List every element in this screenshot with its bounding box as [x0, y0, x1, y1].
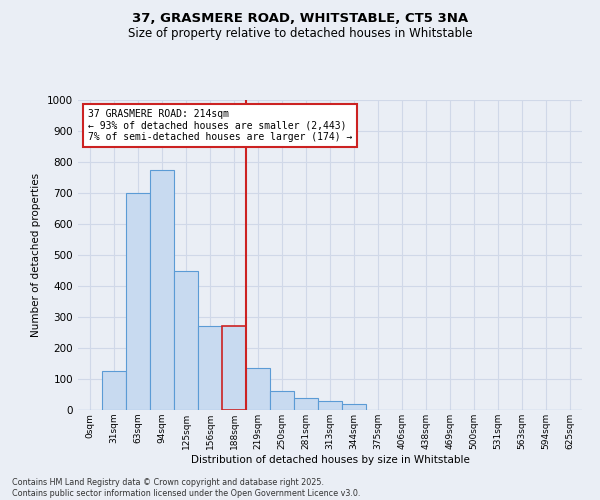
- Y-axis label: Number of detached properties: Number of detached properties: [31, 173, 41, 337]
- Bar: [174, 270, 198, 410]
- Bar: [246, 368, 270, 410]
- Bar: [294, 398, 318, 410]
- Bar: [150, 170, 174, 410]
- Bar: [270, 392, 294, 410]
- Bar: [198, 326, 222, 410]
- Bar: [342, 404, 366, 410]
- Text: 37, GRASMERE ROAD, WHITSTABLE, CT5 3NA: 37, GRASMERE ROAD, WHITSTABLE, CT5 3NA: [132, 12, 468, 26]
- Bar: [102, 371, 126, 410]
- Text: Size of property relative to detached houses in Whitstable: Size of property relative to detached ho…: [128, 28, 472, 40]
- Text: Contains HM Land Registry data © Crown copyright and database right 2025.
Contai: Contains HM Land Registry data © Crown c…: [12, 478, 361, 498]
- Bar: [318, 400, 342, 410]
- Bar: [222, 326, 246, 410]
- Text: 37 GRASMERE ROAD: 214sqm
← 93% of detached houses are smaller (2,443)
7% of semi: 37 GRASMERE ROAD: 214sqm ← 93% of detach…: [88, 110, 352, 142]
- X-axis label: Distribution of detached houses by size in Whitstable: Distribution of detached houses by size …: [191, 454, 469, 464]
- Bar: [126, 193, 150, 410]
